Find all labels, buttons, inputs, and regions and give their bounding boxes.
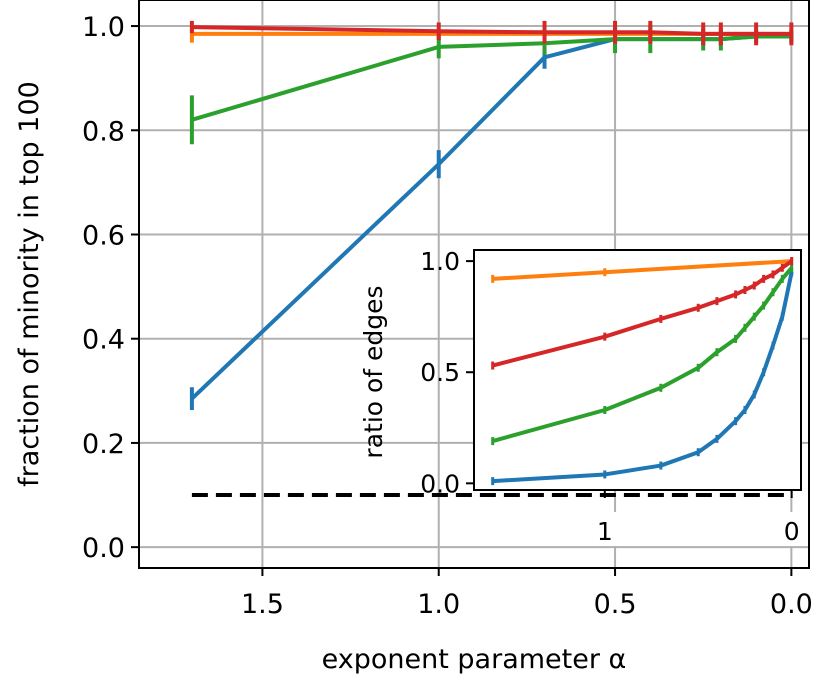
- main-series-4-point-2: [543, 30, 547, 34]
- main-y-tick-label-1: 0.2: [82, 429, 125, 460]
- inset-x-tick-label-background-0: [590, 512, 619, 546]
- main-series: [189, 20, 794, 498]
- main-series-4-point-4: [648, 30, 652, 34]
- main-series-3-point-0: [190, 118, 194, 122]
- main-x-tick-label-1: 1.0: [417, 589, 460, 620]
- main-x-tick-label-0: 1.5: [241, 589, 284, 620]
- main-series-4-point-8: [789, 32, 793, 36]
- inset-series-1-line: [492, 271, 794, 484]
- main-series-1-point-0: [190, 397, 194, 401]
- inset-y-tick-label-2: 1.0: [420, 247, 460, 276]
- main-y-tick-label-2: 0.4: [82, 325, 125, 356]
- inset-series: [491, 257, 794, 486]
- main-x-axis-label: exponent parameter α: [322, 644, 627, 675]
- main-y-tick-label-3: 0.6: [82, 220, 125, 251]
- main-y-axis-label: fraction of minority in top 100: [14, 81, 45, 487]
- main-x-tick-label-2: 0.5: [594, 589, 637, 620]
- inset-x-tick-label-background-1: [777, 512, 806, 546]
- main-series-4-point-5: [701, 32, 705, 36]
- main-series-4-point-6: [719, 32, 723, 36]
- main-y-tick-label-4: 0.8: [82, 116, 125, 147]
- inset-y-tick-label-0: 0.0: [420, 469, 460, 498]
- main-series-1-point-2: [543, 55, 547, 59]
- inset-x-tick-label-0: 1: [597, 517, 613, 546]
- inset-chart: 1 0 0.0 0.5 1.0 ratio of edges: [359, 247, 806, 546]
- main-x-tick-label-3: 0.0: [770, 589, 813, 620]
- inset-series-4-line: [492, 259, 793, 368]
- main-y-tick-label-5: 1.0: [82, 12, 125, 43]
- main-series-4-point-7: [754, 32, 758, 36]
- inset-y-tick-label-1: 0.5: [420, 358, 460, 387]
- main-chart: 1.5 1.0 0.5 0.0 0.0 0.2 0.4 0.6 0.8 1.0 exponent …: [14, 0, 813, 675]
- main-series-4-point-3: [613, 30, 617, 34]
- main-axes-frame: [138, 0, 810, 569]
- inset-axes-frame: [473, 249, 802, 491]
- main-ticks: 1.5 1.0 0.5 0.0 0.0 0.2 0.4 0.6 0.8 1.0: [82, 12, 813, 620]
- main-series-3-point-1: [437, 45, 441, 49]
- main-y-tick-label-0: 0.0: [82, 533, 125, 564]
- inset-y-axis-label: ratio of edges: [359, 285, 388, 458]
- main-series-4-point-1: [437, 29, 441, 33]
- inset-series-3-line: [492, 266, 794, 444]
- inset-x-tick-label-1: 0: [784, 517, 800, 546]
- main-series-4-point-0: [190, 25, 194, 29]
- inset-ticks: 1 0 0.0 0.5 1.0: [420, 247, 806, 546]
- main-series-1-point-1: [437, 162, 441, 166]
